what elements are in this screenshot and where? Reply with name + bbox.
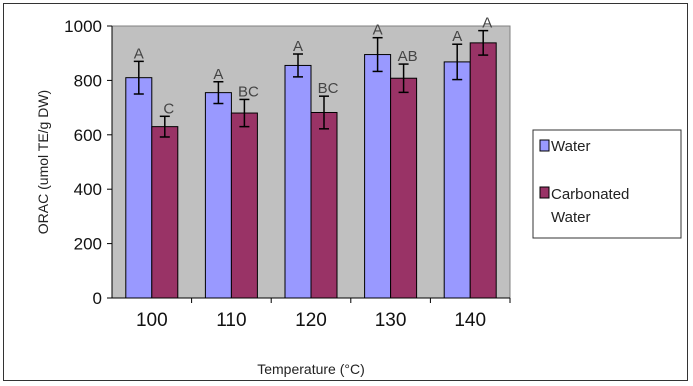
bar-carbonated-water-130 bbox=[390, 77, 418, 299]
significance-label: BC bbox=[318, 80, 339, 97]
bar-water-130 bbox=[364, 54, 392, 299]
legend-box bbox=[532, 129, 682, 239]
significance-labels: A C A BC A BC A AB A A bbox=[134, 15, 492, 118]
significance-label: A bbox=[452, 28, 462, 45]
bar-water-120 bbox=[284, 64, 312, 299]
significance-label: A bbox=[213, 66, 223, 83]
significance-label: AB bbox=[398, 48, 418, 65]
x-tick-label: 140 bbox=[454, 310, 486, 331]
significance-label: C bbox=[163, 100, 174, 117]
significance-label: BC bbox=[238, 83, 259, 100]
bar-carbonated-water-110 bbox=[230, 112, 258, 299]
error-bars bbox=[133, 29, 489, 138]
bar-carbonated-water-120 bbox=[310, 111, 338, 299]
y-tick-label: 800 bbox=[74, 71, 102, 90]
legend: Water Carbonated Water bbox=[532, 129, 682, 239]
chart: 0 200 400 600 800 1000 A C A BC A BC A AB A A 100 110 12… bbox=[35, 15, 682, 377]
x-tick-label: 100 bbox=[136, 310, 168, 331]
bar-carbonated-water-140 bbox=[469, 42, 497, 299]
x-axis-ticks: 100 110 120 130 140 bbox=[136, 298, 511, 331]
y-tick-label: 200 bbox=[74, 235, 102, 254]
legend-swatch-water bbox=[539, 139, 550, 152]
significance-label: A bbox=[134, 45, 144, 62]
x-tick-label: 120 bbox=[295, 310, 327, 331]
y-tick-label: 400 bbox=[74, 180, 102, 199]
legend-label-carbonated-water: Carbonated Water bbox=[551, 186, 629, 226]
bar-water-110 bbox=[204, 92, 232, 299]
chart-frame: 0 200 400 600 800 1000 A C A BC A BC A AB A A 100 110 12… bbox=[3, 3, 688, 381]
x-tick-label: 110 bbox=[216, 310, 246, 331]
y-tick-label: 0 bbox=[93, 289, 102, 308]
significance-label: A bbox=[373, 22, 383, 39]
bar-water-100 bbox=[125, 77, 153, 299]
x-tick-label: 130 bbox=[375, 310, 407, 331]
x-axis-label: Temperature (°C) bbox=[257, 361, 365, 377]
y-tick-label: 1000 bbox=[64, 17, 102, 36]
legend-label-water: Water bbox=[551, 138, 590, 155]
legend-swatch-carbonated-water bbox=[539, 186, 550, 199]
bar-carbonated-water-100 bbox=[151, 126, 179, 299]
significance-label: A bbox=[482, 15, 492, 32]
y-tick-label: 600 bbox=[74, 126, 102, 145]
significance-label: A bbox=[293, 38, 303, 55]
bar-water-140 bbox=[443, 61, 471, 299]
y-axis-label: ORAC (umol TE/g DW) bbox=[35, 90, 51, 234]
y-axis-ticks: 0 200 400 600 800 1000 bbox=[64, 17, 112, 308]
